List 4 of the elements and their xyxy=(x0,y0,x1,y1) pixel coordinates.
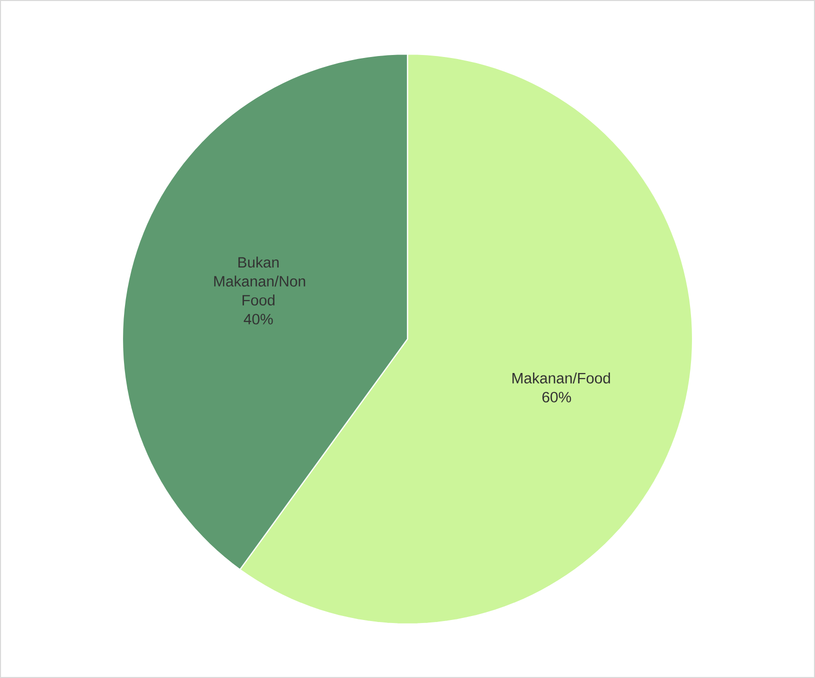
data-label: 40% xyxy=(244,314,273,324)
slice-label: Bukan Makanan/Non Food xyxy=(214,256,306,306)
slice-label: Makanan/Food xyxy=(512,372,610,384)
data-label: 60% xyxy=(542,392,572,402)
